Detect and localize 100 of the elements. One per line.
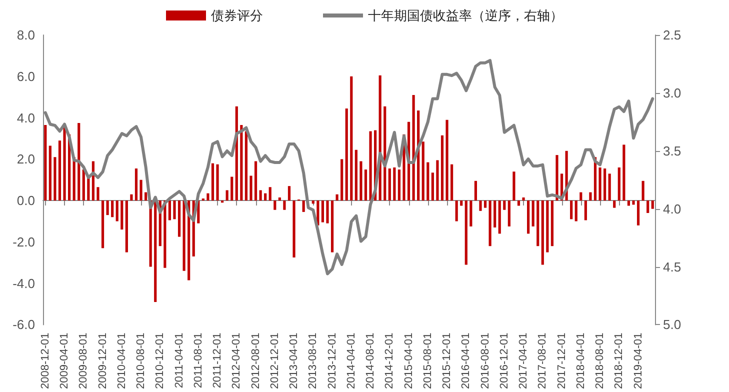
bar	[550, 200, 554, 246]
bar	[613, 200, 616, 208]
x-tick-label: 2011-08-01	[192, 332, 204, 388]
bar	[422, 142, 424, 201]
x-tick-label: 2018-08-01	[594, 332, 606, 390]
x-tick-label: 2016-12-01	[498, 332, 510, 390]
bar	[336, 194, 338, 201]
bar	[254, 161, 258, 201]
bar	[474, 180, 478, 201]
x-tick-label: 2012-04-01	[230, 332, 243, 390]
bar	[642, 180, 644, 201]
y-tick-label: -2.0	[12, 234, 35, 250]
bar	[636, 200, 640, 226]
bar	[268, 187, 272, 201]
bar	[584, 200, 587, 220]
x-tick-label: 2017-12-01	[556, 332, 568, 390]
x-tick-label: 2018-12-01	[613, 332, 626, 390]
bar	[508, 200, 510, 226]
x-tick-label: 2011-12-01	[212, 332, 224, 388]
bar	[111, 200, 114, 218]
bar	[450, 164, 454, 201]
bar	[512, 172, 516, 201]
bar	[488, 200, 492, 246]
bar	[580, 192, 582, 201]
x-tick-label: 2011-04-01	[173, 332, 186, 388]
bar	[250, 176, 252, 201]
bar	[240, 125, 243, 201]
bar	[78, 122, 80, 201]
bar	[259, 190, 262, 201]
bar	[360, 161, 362, 201]
x-tick-label: 2016-08-01	[479, 332, 492, 390]
bar	[498, 200, 501, 234]
bar	[178, 200, 181, 237]
y2-tick-label: 2.5	[663, 28, 682, 42]
y-tick-label: -6.0	[12, 317, 35, 332]
bar	[570, 200, 573, 220]
bar	[393, 167, 396, 201]
bar	[470, 200, 472, 226]
bar	[168, 200, 172, 220]
bar	[412, 95, 415, 201]
bar	[206, 193, 210, 201]
bar	[216, 164, 219, 201]
bar	[292, 200, 296, 258]
x-tick-label: 2015-12-01	[441, 332, 454, 390]
x-tick-label: 2016-04-01	[460, 332, 472, 390]
bar	[120, 200, 124, 230]
y-tick-label: 2.0	[16, 152, 35, 167]
x-tick-label: 2010-08-01	[135, 332, 148, 390]
bar	[101, 200, 104, 248]
bar	[431, 172, 434, 201]
x-tick-label: 2017-04-01	[518, 332, 530, 390]
bar	[622, 144, 626, 201]
bar	[202, 198, 204, 201]
bar	[526, 200, 530, 234]
bar	[618, 167, 620, 201]
bar	[627, 200, 630, 206]
x-tick-label: 2017-08-01	[536, 332, 549, 390]
x-tick-label: 2014-08-01	[364, 332, 377, 390]
bar	[321, 200, 324, 222]
bar	[230, 176, 234, 201]
y2-tick-label: 5.0	[663, 317, 682, 332]
bar	[283, 200, 286, 210]
x-tick-label: 2012-12-01	[268, 332, 281, 390]
x-tick-label: 2018-04-01	[574, 332, 587, 390]
bar	[426, 162, 430, 201]
bar	[130, 194, 133, 201]
bar	[608, 174, 611, 201]
x-tick-label: 2014-12-01	[384, 332, 396, 390]
bar	[574, 200, 578, 222]
x-tick-label: 2010-04-01	[116, 332, 128, 390]
bar	[302, 200, 305, 212]
y2-tick-label: 3.0	[663, 85, 682, 100]
bar	[345, 108, 348, 201]
bar	[464, 200, 468, 265]
bar	[82, 170, 85, 201]
bar	[274, 200, 276, 210]
x-tick-label: 2009-12-01	[96, 332, 109, 390]
bar	[354, 150, 358, 201]
bar	[440, 135, 444, 201]
x-tick-label: 2015-04-01	[402, 332, 415, 390]
bar	[494, 200, 496, 228]
x-tick-label: 2008-12-01	[39, 332, 52, 390]
bar	[340, 159, 344, 201]
bar	[455, 200, 458, 222]
legend-label: 债券评分	[211, 8, 263, 23]
bar	[541, 200, 544, 265]
x-tick-label: 2015-08-01	[422, 332, 434, 390]
bar	[632, 200, 635, 205]
bar	[522, 197, 525, 201]
x-tick-label: 2013-08-01	[307, 332, 320, 390]
x-tick-label: 2014-04-01	[345, 332, 358, 390]
bar	[546, 200, 549, 252]
y-tick-label: -4.0	[12, 276, 35, 291]
bar	[556, 155, 558, 201]
bar	[96, 187, 100, 201]
y-tick-label: 8.0	[16, 28, 35, 42]
bar	[125, 200, 128, 252]
bar	[326, 200, 329, 224]
bar	[58, 140, 62, 201]
bar	[364, 170, 368, 201]
